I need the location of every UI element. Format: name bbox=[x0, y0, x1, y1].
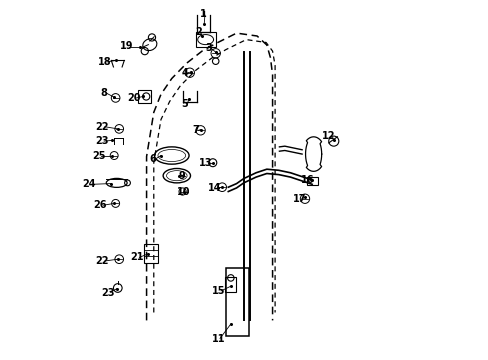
Text: 21: 21 bbox=[130, 252, 143, 262]
Text: 19: 19 bbox=[120, 41, 133, 51]
Bar bbox=[306, 177, 317, 185]
Text: 4: 4 bbox=[182, 68, 188, 78]
Text: 8: 8 bbox=[100, 88, 106, 98]
Text: 26: 26 bbox=[94, 200, 107, 210]
Text: 23: 23 bbox=[95, 136, 109, 146]
Bar bbox=[225, 277, 236, 292]
Text: 15: 15 bbox=[211, 286, 225, 296]
Text: 17: 17 bbox=[292, 194, 305, 204]
Text: 6: 6 bbox=[149, 154, 155, 164]
Text: 3: 3 bbox=[205, 42, 212, 53]
Bar bbox=[137, 90, 151, 103]
Text: 16: 16 bbox=[300, 175, 314, 185]
Bar bbox=[225, 268, 249, 336]
Text: 9: 9 bbox=[178, 171, 184, 181]
Text: 2: 2 bbox=[195, 27, 202, 37]
Text: 23: 23 bbox=[101, 288, 114, 298]
Text: 1: 1 bbox=[199, 9, 206, 19]
Text: 20: 20 bbox=[126, 93, 140, 103]
Text: 25: 25 bbox=[92, 150, 105, 161]
Text: 7: 7 bbox=[192, 125, 199, 135]
Text: 5: 5 bbox=[182, 99, 188, 109]
Text: 22: 22 bbox=[95, 122, 109, 132]
Text: 14: 14 bbox=[208, 183, 221, 193]
Text: 24: 24 bbox=[82, 179, 96, 189]
Text: 18: 18 bbox=[98, 57, 111, 67]
Text: 12: 12 bbox=[322, 131, 335, 141]
Text: 10: 10 bbox=[176, 186, 190, 197]
Bar bbox=[195, 32, 215, 47]
Text: 13: 13 bbox=[199, 158, 212, 168]
Text: 22: 22 bbox=[95, 256, 109, 266]
Bar bbox=[143, 244, 158, 263]
Text: 11: 11 bbox=[211, 334, 225, 344]
